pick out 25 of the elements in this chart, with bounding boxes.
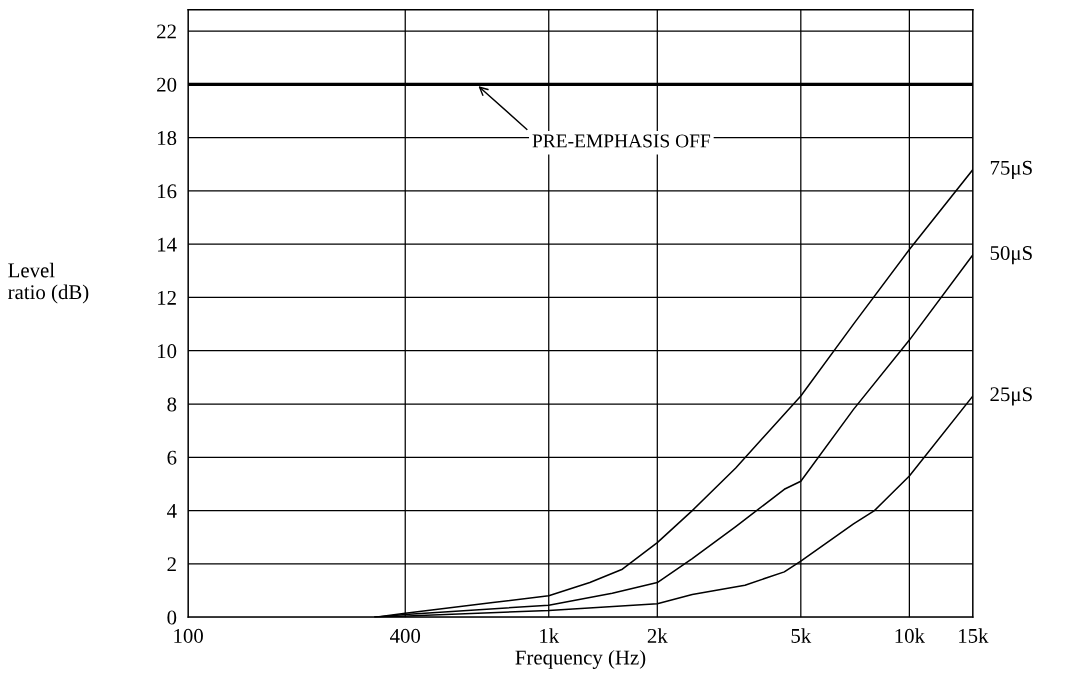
x-tick-label: 100	[174, 628, 203, 643]
series-label: 25μS	[990, 387, 1032, 406]
y-tick-label: 16	[158, 184, 177, 199]
series-label: 75μS	[990, 160, 1032, 180]
annotation: PRE-EMPHASIS OFF	[532, 134, 711, 148]
y-tick-label: 2	[167, 557, 176, 572]
x-axis-title: Frequency (Hz)	[515, 649, 646, 669]
x-tick-label: 2k	[647, 628, 668, 643]
y-axis-title: Level ratio (dB)	[8, 262, 89, 304]
y-tick-label: 4	[167, 504, 177, 518]
y-tick-label: 6	[167, 450, 177, 465]
x-tick-label: 5k	[791, 628, 812, 643]
y-tick-label: 20	[157, 77, 177, 92]
y-tick-label: 8	[167, 397, 177, 412]
y-tick-label: 18	[158, 130, 177, 146]
y-tick-label: 14	[158, 237, 177, 252]
y-tick-label: 0	[167, 610, 177, 625]
x-tick-label: 1k	[540, 628, 560, 643]
y-tick-label: 22	[157, 24, 176, 39]
x-tick-label: 400	[390, 628, 421, 643]
y-tick-label: 10	[158, 344, 177, 359]
y-tick-label: 12	[158, 290, 176, 305]
x-tick-label: 15k	[959, 628, 989, 643]
series-label: 50μS	[990, 245, 1032, 265]
x-tick-label: 10k	[895, 628, 925, 643]
